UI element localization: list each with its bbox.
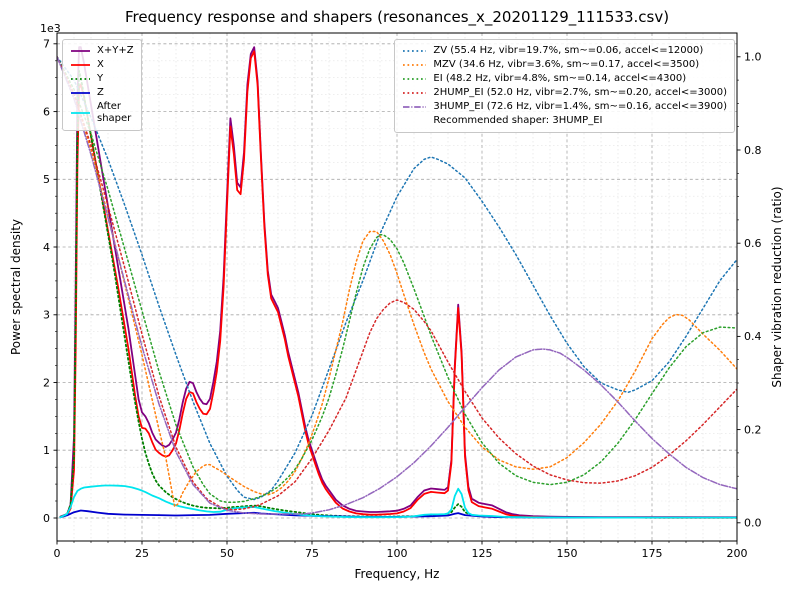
legend-entry-x: X [70, 59, 134, 71]
legend-line-sample [71, 50, 90, 52]
legend-entry-zv: ZV (55.4 Hz, vibr=19.7%, sm~=0.06, accel… [402, 45, 727, 57]
legend-line-sample [403, 50, 427, 52]
legend-entry-ei: EI (48.2 Hz, vibr=4.8%, sm~=0.14, accel<… [402, 73, 727, 85]
legend-label: X [97, 59, 104, 70]
legend-line-sample [71, 92, 90, 94]
recommended-shaper-note: Recommended shaper: 3HUMP_EI [402, 115, 727, 127]
left-axis-multiplier: 1e3 [40, 22, 61, 35]
shaper-curves [57, 56, 737, 515]
left-axis-label: Power spectral density [9, 218, 23, 356]
svg-text:0.4: 0.4 [744, 330, 762, 343]
legend-line-sample [403, 92, 427, 94]
ticks-and-labels: 0 25 50 75 100 125 150 175 200 0 1 2 3 4 5 6 7 0.0 0.2 0.4 0… [43, 38, 762, 560]
svg-text:2: 2 [43, 376, 50, 389]
legend-label: 3HUMP_EI (72.6 Hz, vibr=1.4%, sm~=0.16, … [433, 101, 727, 112]
legend-line-sample [71, 112, 90, 114]
svg-text:200: 200 [727, 547, 748, 560]
svg-text:0.0: 0.0 [744, 517, 762, 530]
svg-text:3: 3 [43, 309, 50, 322]
legend-label: After shaper [97, 101, 132, 124]
svg-text:175: 175 [642, 547, 663, 560]
svg-text:25: 25 [135, 547, 149, 560]
legend-line-sample [403, 64, 427, 66]
svg-text:125: 125 [472, 547, 493, 560]
legend-line-sample [403, 106, 427, 108]
legend-label: MZV (34.6 Hz, vibr=3.6%, sm~=0.17, accel… [433, 59, 700, 70]
svg-text:50: 50 [220, 547, 234, 560]
curve-x [59, 50, 737, 519]
legend-entry-z: Z [70, 87, 134, 99]
legend-entry-xyz: X+Y+Z [70, 45, 134, 57]
svg-text:0.2: 0.2 [744, 423, 762, 436]
svg-text:7: 7 [43, 38, 50, 51]
curve-3hump_ei [57, 56, 737, 515]
legend-entry-after-shaper: After shaper [70, 101, 134, 125]
legend-label: Y [97, 73, 104, 84]
legend-shapers: ZV (55.4 Hz, vibr=19.7%, sm~=0.06, accel… [394, 39, 735, 133]
svg-text:0.8: 0.8 [744, 144, 762, 157]
svg-text:5: 5 [43, 173, 50, 186]
chart-title: Frequency response and shapers (resonanc… [124, 8, 670, 26]
legend-entry-2hump_ei: 2HUMP_EI (52.0 Hz, vibr=2.7%, sm~=0.20, … [402, 87, 727, 99]
legend-line-sample [403, 78, 427, 80]
curve-after-shaper [59, 484, 737, 519]
recommended-shaper-text: Recommended shaper: 3HUMP_EI [433, 115, 603, 126]
right-axis-label: Shaper vibration reduction (ratio) [770, 186, 784, 388]
legend-label: ZV (55.4 Hz, vibr=19.7%, sm~=0.06, accel… [433, 45, 704, 56]
svg-text:0: 0 [54, 547, 61, 560]
legend-label: 2HUMP_EI (52.0 Hz, vibr=2.7%, sm~=0.20, … [433, 87, 727, 98]
legend-line-sample [71, 64, 90, 66]
legend-psd: X+Y+Z X Y Z After shaper [62, 39, 142, 131]
legend-entry-y: Y [70, 73, 134, 85]
legend-entry-3hump_ei: 3HUMP_EI (72.6 Hz, vibr=1.4%, sm~=0.16, … [402, 101, 727, 113]
svg-text:1.0: 1.0 [744, 51, 762, 64]
svg-text:6: 6 [43, 105, 50, 118]
legend-label: EI (48.2 Hz, vibr=4.8%, sm~=0.14, accel<… [433, 73, 687, 84]
svg-text:0: 0 [43, 512, 50, 525]
curve-y [59, 70, 737, 519]
curve-zv [57, 56, 737, 501]
svg-text:75: 75 [305, 547, 319, 560]
legend-label: X+Y+Z [97, 45, 134, 56]
svg-text:100: 100 [387, 547, 408, 560]
legend-entry-mzv: MZV (34.6 Hz, vibr=3.6%, sm~=0.17, accel… [402, 59, 727, 71]
curve-2hump_ei [57, 56, 737, 511]
svg-text:1: 1 [43, 444, 50, 457]
curve-mzv [57, 56, 737, 508]
svg-text:150: 150 [557, 547, 578, 560]
svg-text:4: 4 [43, 241, 50, 254]
curve-ei [57, 56, 737, 504]
legend-label: Z [97, 87, 104, 98]
x-axis-label: Frequency, Hz [354, 567, 440, 581]
legend-line-sample [71, 78, 90, 80]
svg-text:0.6: 0.6 [744, 237, 762, 250]
